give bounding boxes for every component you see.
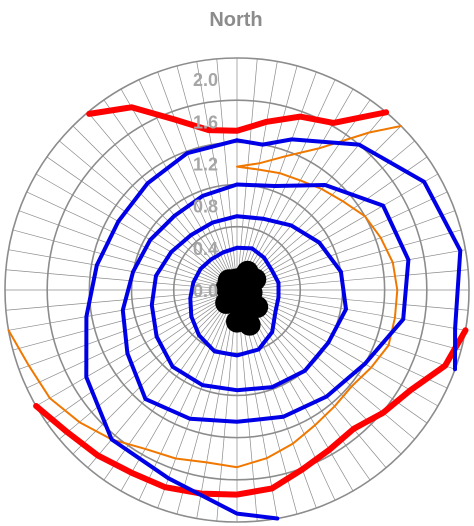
blue-contour-line [120, 182, 411, 424]
angular-gridline [257, 291, 469, 311]
angular-gridline [8, 249, 217, 287]
angular-gridline [240, 310, 278, 519]
radial-gridline [4, 57, 470, 523]
angular-gridline [250, 112, 387, 275]
angular-gridline [26, 191, 219, 282]
angular-gridline [72, 125, 223, 276]
tick-label: 1.2 [193, 154, 218, 174]
angular-gridline [8, 293, 217, 331]
angular-gridline [257, 249, 466, 287]
angular-gridline [238, 310, 258, 522]
angular-gridline [242, 65, 298, 270]
angular-gridline [255, 298, 448, 389]
angular-gridline [256, 210, 456, 284]
data-point [226, 310, 248, 333]
data-point [246, 295, 269, 318]
angular-gridline [103, 99, 226, 273]
angular-gridline [18, 210, 218, 284]
angular-gridline [196, 61, 234, 270]
angular-gridline [257, 293, 466, 331]
angular-gridline [238, 58, 258, 270]
red-contour-line [86, 104, 390, 134]
angular-gridline [240, 61, 278, 270]
angular-gridline [46, 156, 220, 279]
angular-gridline [26, 298, 219, 389]
blue-contour-line [235, 137, 463, 372]
angular-gridline [254, 156, 428, 279]
angular-gridline [251, 304, 402, 455]
angular-gridline [257, 269, 469, 289]
angular-gridline [255, 191, 448, 282]
radial-gridline [46, 99, 428, 481]
tick-labels: 0.0 0.4 0.8 1.2 1.6 2.0 [193, 70, 218, 301]
angular-gridline [196, 310, 234, 519]
angular-gridline [255, 300, 439, 407]
angular-gridline [257, 295, 462, 351]
angular-gridline [216, 310, 236, 522]
angular-gridline [252, 303, 415, 440]
angular-gridline [245, 308, 336, 501]
tick-label: 0.8 [193, 197, 218, 217]
tick-label: 1.6 [193, 112, 218, 132]
angular-gridline [216, 58, 236, 270]
angular-gridline [256, 296, 456, 370]
angular-gridline [243, 71, 317, 271]
blue-contour-line [84, 138, 280, 521]
tick-label: 0.4 [193, 239, 218, 259]
angular-gridline [257, 229, 462, 285]
angular-gridline [252, 140, 415, 277]
angular-gridline [120, 308, 227, 492]
blue-contour-line [188, 245, 281, 358]
angular-gridline [243, 309, 317, 509]
angular-gridline [103, 307, 226, 481]
angular-gridline [245, 79, 336, 272]
angular-gridline [46, 301, 220, 424]
angular-gridline [5, 269, 217, 289]
north-label: North [209, 9, 262, 31]
angular-gridline [59, 140, 222, 277]
angular-gridline [248, 307, 371, 481]
angular-gridline [157, 309, 231, 509]
angular-gridline [120, 88, 227, 272]
radial-gridline [172, 225, 302, 355]
data-point [244, 268, 267, 291]
angular-gridline [157, 71, 231, 271]
angular-gridline [251, 125, 402, 276]
blue-contour-line [149, 214, 348, 393]
tick-label: 0.0 [193, 281, 218, 301]
angular-gridline [255, 173, 439, 280]
red-contour-line [33, 327, 469, 498]
angular-gridline [176, 310, 232, 515]
angular-gridline [5, 291, 217, 311]
angular-gridline [18, 296, 218, 370]
tick-label: 2.0 [193, 70, 218, 90]
marker-layer [215, 260, 269, 336]
angular-gridline [87, 112, 224, 275]
angular-gridline [12, 229, 217, 285]
angular-gridline [12, 295, 217, 351]
series-layer [7, 104, 469, 521]
angular-gridline [35, 173, 219, 280]
angular-gridline [176, 65, 232, 270]
